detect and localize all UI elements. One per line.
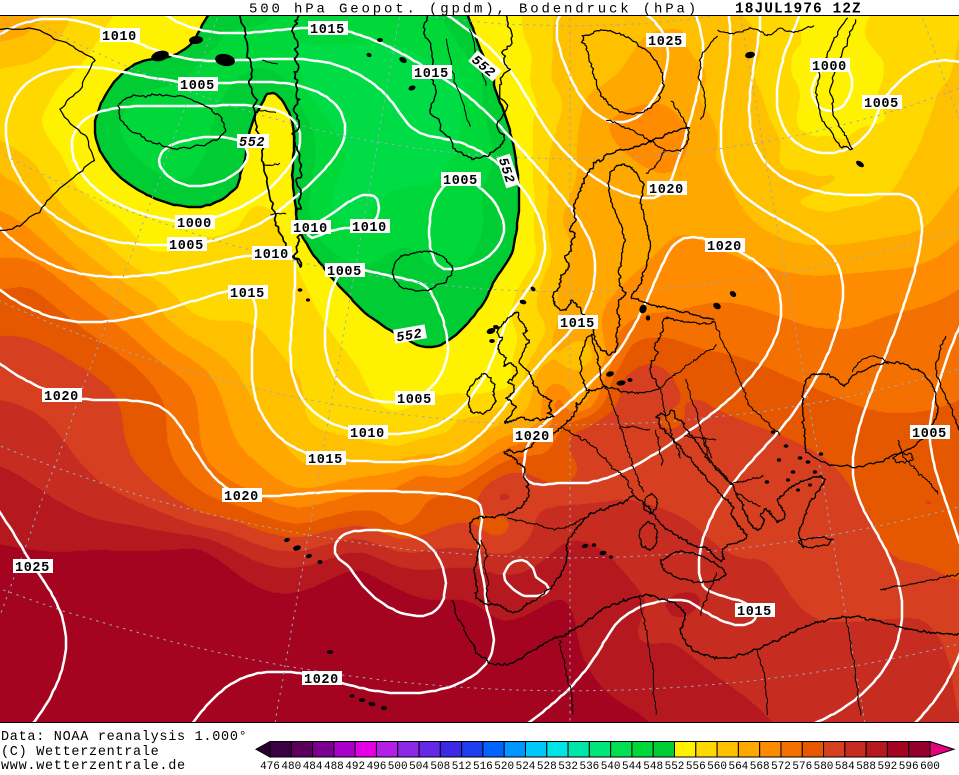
svg-text:1005: 1005 [169,239,204,254]
svg-text:476: 476 [260,761,280,770]
svg-text:1015: 1015 [737,605,772,620]
svg-text:1020: 1020 [649,183,684,198]
svg-text:1010: 1010 [293,222,328,237]
svg-text:1020: 1020 [707,240,742,255]
svg-text:496: 496 [367,761,387,770]
svg-text:480: 480 [281,761,301,770]
svg-text:488: 488 [324,761,344,770]
svg-text:1015: 1015 [230,287,265,302]
svg-text:544: 544 [622,761,642,770]
svg-text:588: 588 [856,761,876,770]
svg-text:1005: 1005 [397,393,432,408]
svg-text:548: 548 [643,761,663,770]
svg-text:1000: 1000 [177,217,212,232]
svg-text:592: 592 [877,761,897,770]
svg-text:Data: NOAA reanalysis 1.000°: Data: NOAA reanalysis 1.000° [1,730,247,745]
svg-text:1015: 1015 [414,67,449,82]
svg-text:540: 540 [601,761,621,770]
svg-text:508: 508 [430,761,450,770]
svg-text:504: 504 [409,761,429,770]
svg-text:1010: 1010 [352,221,387,236]
svg-text:1025: 1025 [648,35,683,50]
svg-text:492: 492 [345,761,365,770]
svg-text:532: 532 [558,761,578,770]
svg-text:1015: 1015 [310,23,345,38]
svg-text:564: 564 [728,761,748,770]
svg-text:584: 584 [835,761,855,770]
svg-text:1020: 1020 [44,390,79,405]
svg-text:516: 516 [473,761,493,770]
svg-text:(C) Wetterzentrale: (C) Wetterzentrale [1,745,159,760]
svg-text:572: 572 [771,761,791,770]
svg-text:500 hPa Geopot. (gpdm), Bodend: 500 hPa Geopot. (gpdm), Bodendruck (hPa) [249,2,699,18]
svg-text:1000: 1000 [812,60,847,75]
svg-text:552: 552 [239,136,265,151]
svg-text:552: 552 [395,327,423,346]
svg-text:580: 580 [814,761,834,770]
svg-text:1005: 1005 [864,97,899,112]
svg-text:524: 524 [516,761,536,770]
svg-text:484: 484 [303,761,323,770]
svg-text:556: 556 [686,761,706,770]
svg-text:576: 576 [792,761,812,770]
svg-text:520: 520 [494,761,514,770]
svg-text:512: 512 [452,761,472,770]
svg-text:1005: 1005 [327,265,362,280]
svg-text:528: 528 [537,761,557,770]
svg-text:596: 596 [899,761,919,770]
svg-text:1015: 1015 [308,453,343,468]
svg-text:1020: 1020 [224,490,259,505]
svg-text:1020: 1020 [304,673,339,688]
svg-text:560: 560 [707,761,727,770]
svg-text:1015: 1015 [560,317,595,332]
svg-text:1025: 1025 [15,561,50,576]
svg-text:1010: 1010 [254,248,289,263]
svg-text:18JUL1976 12Z: 18JUL1976 12Z [735,2,862,18]
svg-text:www.wetterzentrale.de: www.wetterzentrale.de [1,759,186,770]
svg-text:552: 552 [665,761,685,770]
svg-text:1010: 1010 [350,427,385,442]
svg-text:1010: 1010 [102,30,137,45]
svg-text:568: 568 [750,761,770,770]
svg-text:600: 600 [920,761,940,770]
svg-text:536: 536 [579,761,599,770]
svg-text:1005: 1005 [443,174,478,189]
svg-text:1020: 1020 [515,430,550,445]
svg-text:1005: 1005 [912,427,947,442]
svg-text:500: 500 [388,761,408,770]
svg-text:1005: 1005 [180,79,215,94]
